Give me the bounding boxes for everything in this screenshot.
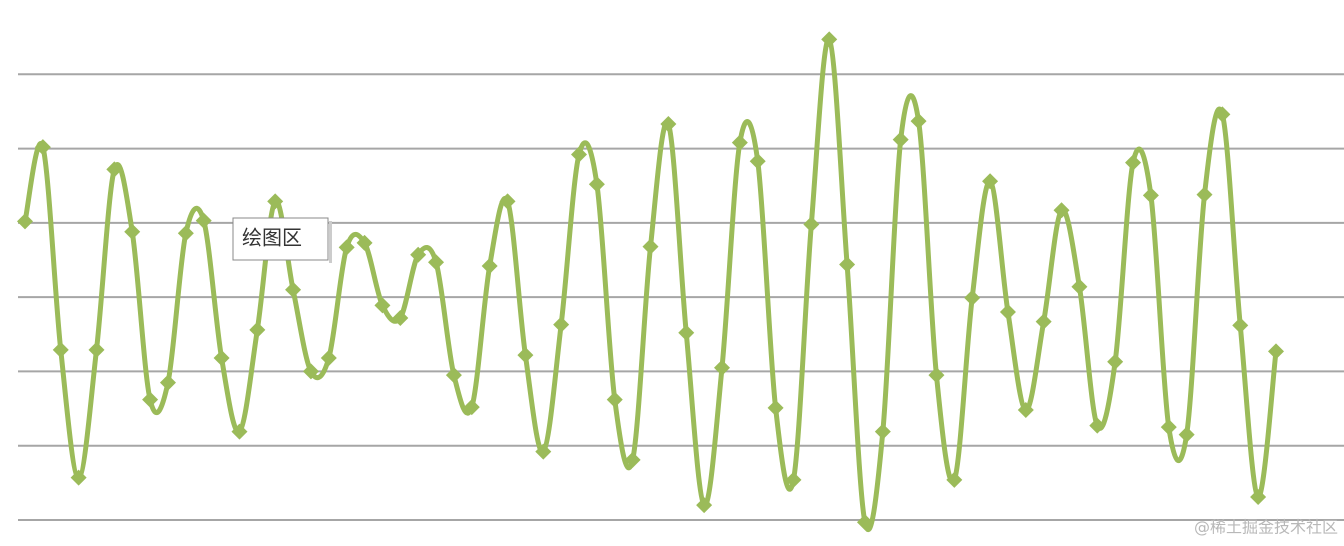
- marker: [70, 469, 87, 486]
- marker: [571, 146, 588, 163]
- tooltip-box: [232, 217, 329, 261]
- marker: [88, 341, 105, 358]
- marker: [1017, 402, 1034, 419]
- marker: [606, 391, 623, 408]
- marker: [1268, 343, 1284, 360]
- marker: [213, 350, 230, 367]
- marker: [767, 399, 784, 416]
- marker: [1107, 353, 1124, 370]
- marker: [678, 324, 695, 341]
- series-line: [22, 36, 1279, 532]
- marker: [445, 367, 462, 384]
- tooltip-shadow: [329, 221, 332, 263]
- marker: [642, 238, 659, 255]
- marker: [588, 176, 605, 193]
- marker: [1214, 106, 1231, 123]
- marker: [1232, 317, 1249, 334]
- marker: [249, 321, 266, 338]
- marker: [1178, 426, 1195, 443]
- marker: [535, 443, 552, 460]
- marker: [17, 213, 33, 230]
- marker: [285, 281, 302, 298]
- marker: [52, 341, 69, 358]
- marker: [964, 289, 981, 306]
- marker: [1160, 419, 1177, 436]
- marker: [410, 246, 427, 263]
- marker: [946, 471, 963, 488]
- marker: [338, 239, 355, 256]
- marker: [106, 161, 123, 178]
- marker: [749, 153, 766, 170]
- marker: [302, 363, 319, 380]
- marker: [159, 374, 176, 391]
- marker: [803, 216, 820, 233]
- marker: [320, 350, 337, 367]
- marker: [392, 309, 409, 326]
- marker: [231, 423, 248, 440]
- marker: [356, 234, 373, 251]
- marker: [428, 254, 445, 271]
- marker: [1071, 278, 1088, 295]
- marker: [892, 131, 909, 148]
- marker: [910, 113, 927, 130]
- marker: [982, 173, 999, 190]
- marker: [481, 257, 498, 274]
- tooltip-text: 绘图区: [242, 226, 302, 250]
- marker: [1035, 313, 1052, 330]
- plot: [17, 31, 1284, 532]
- marker: [124, 223, 141, 240]
- marker: [1053, 202, 1070, 219]
- marker: [821, 31, 838, 48]
- marker: [731, 134, 748, 151]
- marker: [463, 399, 480, 416]
- marker: [553, 316, 570, 333]
- marker: [1125, 154, 1142, 171]
- marker: [267, 193, 284, 210]
- marker: [142, 391, 159, 408]
- marker: [1250, 488, 1267, 505]
- marker: [696, 497, 713, 514]
- marker: [1142, 187, 1159, 204]
- marker: [713, 359, 730, 376]
- marker: [517, 347, 534, 364]
- marker: [499, 193, 516, 210]
- marker: [195, 212, 212, 229]
- marker: [928, 367, 945, 384]
- marker: [34, 139, 51, 156]
- marker: [1196, 186, 1213, 203]
- marker: [856, 514, 873, 531]
- marker: [785, 471, 802, 488]
- tooltip: 绘图区: [232, 217, 332, 263]
- marker: [177, 225, 194, 242]
- marker: [999, 304, 1016, 320]
- marker: [374, 297, 391, 314]
- marker: [624, 451, 641, 468]
- marker: [839, 256, 856, 273]
- marker: [874, 423, 891, 440]
- watermark: @稀土掘金技术社区: [1194, 518, 1338, 537]
- marker: [1089, 417, 1106, 434]
- marker: [660, 116, 677, 133]
